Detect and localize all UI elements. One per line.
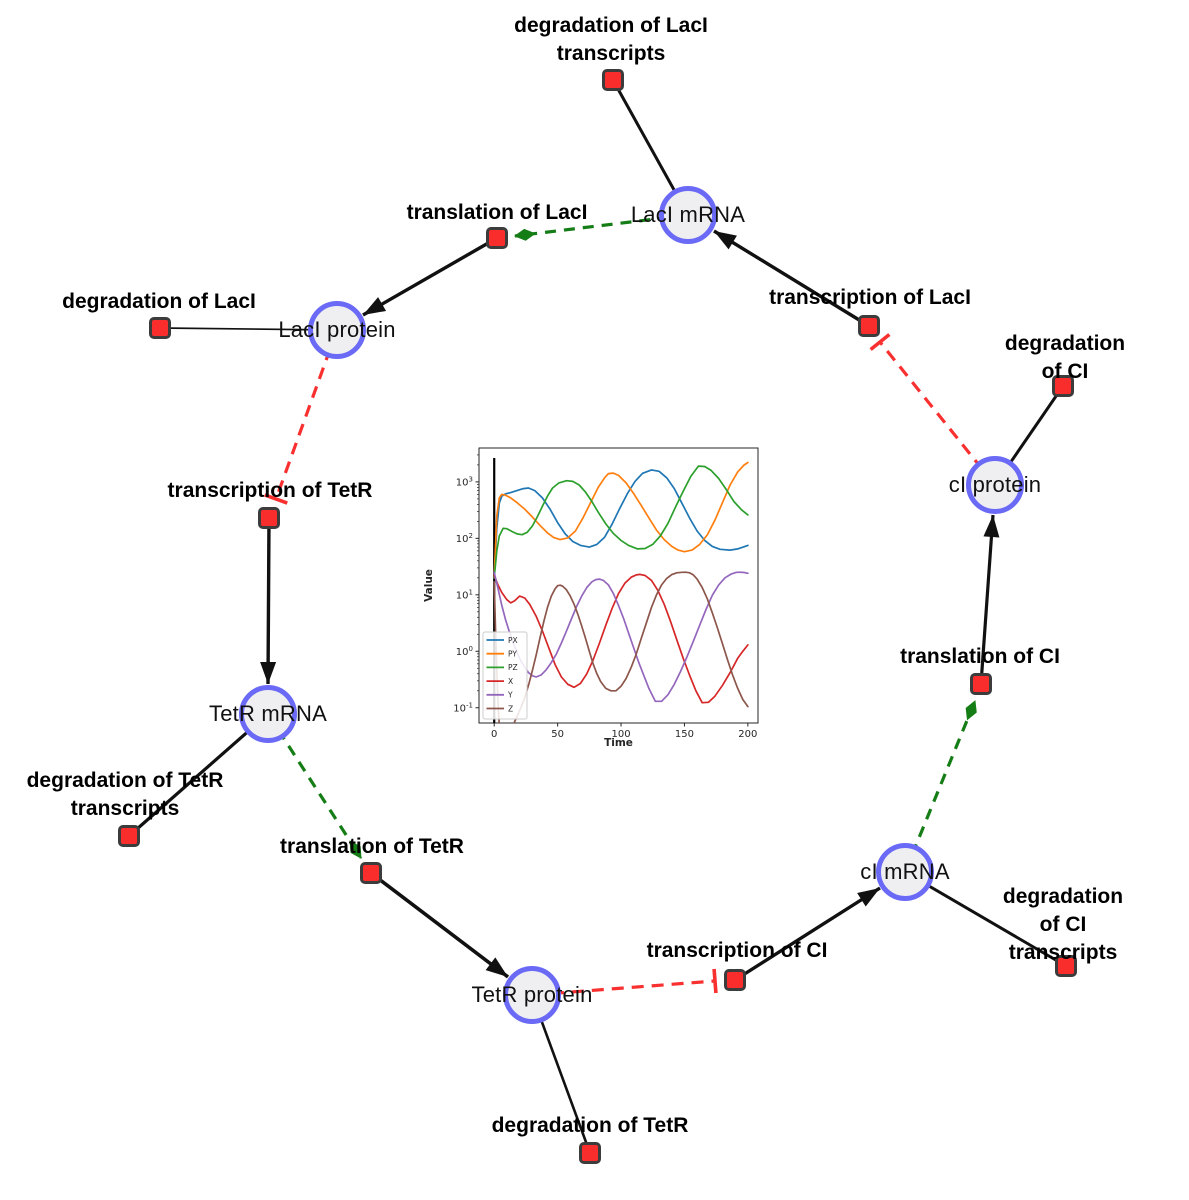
x-tick-label: 50 xyxy=(551,729,564,740)
edge-cip-inhibits-laci xyxy=(869,333,997,487)
reaction-node-translation-laci xyxy=(486,227,508,249)
species-label-tetr-mrna: TetR mRNA xyxy=(209,701,327,726)
x-tick-label: 200 xyxy=(738,729,757,740)
legend-box xyxy=(482,631,528,720)
legend: PX PY PZ XYZ xyxy=(482,631,528,720)
y-axis-label: Value xyxy=(423,569,435,602)
series-X xyxy=(493,573,749,704)
reaction-label-degradation-ci: degradation of CI xyxy=(1004,332,1126,383)
edge-tetrm-degradation xyxy=(127,712,270,838)
edge-translation-laci-out xyxy=(362,236,498,317)
species-node-tetr-mrna xyxy=(239,685,297,743)
legend-label-PY: PY xyxy=(508,650,517,659)
x-tick-label: 0 xyxy=(491,729,497,740)
legend-label-PX: PX xyxy=(508,636,518,645)
x-tick-label: 150 xyxy=(675,729,694,740)
reaction-node-transcription-ci xyxy=(724,969,746,991)
species-label-ci-protein: cI protein xyxy=(948,472,1042,497)
legend-label-Y: Y xyxy=(507,691,513,700)
legend-label-PZ: PZ xyxy=(508,663,518,672)
reaction-node-degradation-tetr-transcripts xyxy=(118,825,140,847)
reaction-label-translation-laci: translation of LacI xyxy=(406,201,588,224)
plot-area xyxy=(493,458,749,723)
y-tick-label: 103 xyxy=(456,475,473,488)
series-PX xyxy=(493,469,749,579)
edge-transcription-laci-out xyxy=(713,229,870,328)
reaction-label-degradation-tetr: degradation of TetR xyxy=(491,1114,689,1137)
species-label-laci-protein: LacI protein xyxy=(278,317,396,342)
series-PZ xyxy=(493,465,749,579)
legend-label-Z: Z xyxy=(508,704,513,713)
reaction-label-degradation-laci-transcripts: degradation of LacI transcripts xyxy=(514,14,708,65)
species-node-tetr-protein xyxy=(503,966,561,1024)
edge-transcription-ci-out xyxy=(734,886,881,982)
species-label-tetr-protein: TetR protein xyxy=(471,982,593,1007)
reaction-label-transcription-ci: transcription of CI xyxy=(646,939,828,962)
reaction-label-transcription-tetr: transcription of TetR xyxy=(167,479,373,502)
reaction-node-translation-tetr xyxy=(360,862,382,884)
species-label-laci-mrna: LacI mRNA xyxy=(630,202,746,227)
edge-transcription-tetr-out xyxy=(260,517,277,685)
timeseries-plot: 0 50 100 150 200 10-1 100 101 102 103 Time Value PX P… xyxy=(420,437,770,767)
edge-cim-activates-translation xyxy=(903,700,977,873)
edge-lacip-degradation xyxy=(159,327,338,331)
species-label-ci-mrna: cI mRNA xyxy=(860,859,950,884)
reaction-label-translation-tetr: translation of TetR xyxy=(280,835,464,858)
species-node-ci-protein xyxy=(966,456,1024,514)
reaction-label-degradation-tetr-transcripts: degradation of TetR transcripts xyxy=(26,769,224,820)
reaction-node-degradation-ci xyxy=(1052,375,1074,397)
reaction-label-degradation-ci-transcripts: degradation of CI transcripts xyxy=(1002,885,1124,964)
species-node-laci-mrna xyxy=(659,186,717,244)
reaction-node-degradation-ci-transcripts xyxy=(1055,955,1077,977)
series-Z xyxy=(493,571,749,723)
reaction-node-transcription-tetr xyxy=(258,507,280,529)
y-tick-label: 101 xyxy=(456,588,473,601)
reaction-node-transcription-laci xyxy=(858,315,880,337)
reaction-label-transcription-laci: transcription of LacI xyxy=(769,286,971,309)
y-tick-label: 100 xyxy=(456,645,473,658)
species-node-ci-mrna xyxy=(876,843,934,901)
series-Y xyxy=(493,571,749,703)
series-PY xyxy=(493,461,749,579)
plot-frame xyxy=(478,447,759,724)
edge-translation-tetr-out xyxy=(369,871,510,979)
edge-tetrp-inhibits-ci xyxy=(531,968,718,997)
reaction-label-translation-ci: translation of CI xyxy=(900,645,1060,668)
legend-label-X: X xyxy=(508,677,513,686)
reaction-node-degradation-tetr xyxy=(579,1142,601,1164)
reaction-node-degradation-laci xyxy=(149,317,171,339)
reaction-node-translation-ci xyxy=(970,673,992,695)
edge-lacip-inhibits-tetr xyxy=(264,329,339,505)
edge-cim-degradation xyxy=(904,870,1067,968)
x-tick-label: 100 xyxy=(611,729,630,740)
reaction-label-degradation-laci: degradation of LacI xyxy=(62,290,256,313)
reaction-node-degradation-laci-transcripts xyxy=(602,69,624,91)
x-axis-label: Time xyxy=(604,737,633,749)
plot-svg: 0 50 100 150 20010-1100101102103TimeValuePXP… xyxy=(423,447,759,749)
edge-translation-ci-out xyxy=(979,514,1000,685)
y-tick-label: 102 xyxy=(456,532,473,545)
species-node-laci-protein xyxy=(308,301,366,359)
y-tick-label: 10-1 xyxy=(453,701,473,714)
